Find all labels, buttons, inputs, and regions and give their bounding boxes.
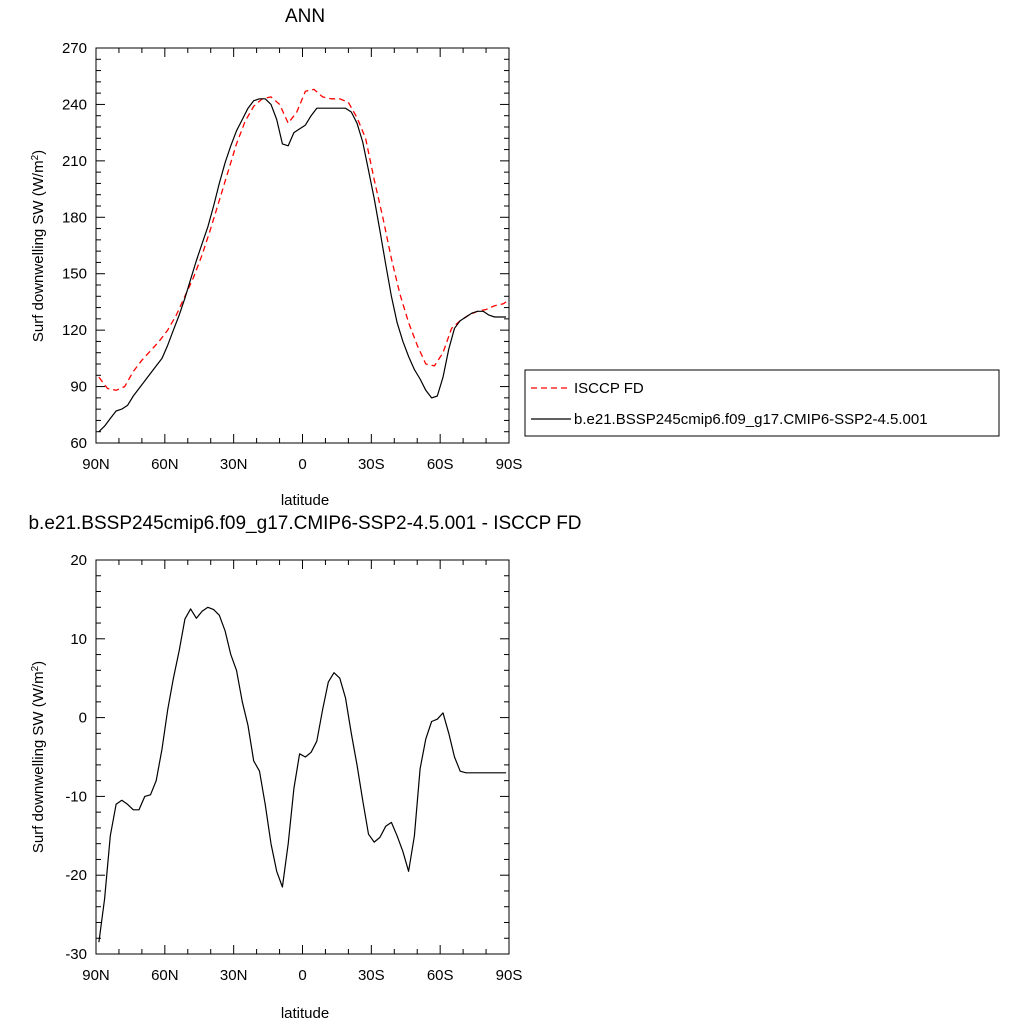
x-tick-label: 30N	[220, 456, 248, 473]
series-line-model	[98, 98, 507, 433]
plot-frame	[95, 47, 510, 444]
y-tick-label: 0	[79, 710, 87, 727]
x-tick-label: 0	[298, 456, 306, 473]
tick-marks	[95, 559, 510, 955]
chart-difference: b.e21.BSSP245cmip6.f09_g17.CMIP6-SSP2-4.…	[28, 513, 581, 1022]
y-axis-unit: (W/m	[30, 160, 47, 196]
x-tick-label: 60S	[427, 967, 454, 984]
x-tick-label: 60N	[151, 967, 179, 984]
series-lines	[98, 606, 507, 943]
y-tick-label: 120	[62, 322, 87, 339]
y-tick-label: 10	[70, 631, 87, 648]
series-line-model	[98, 606, 507, 943]
x-tick-label: 30S	[358, 456, 385, 473]
y-axis-unit: (W/m	[30, 671, 47, 707]
series-line-isccp-fd	[98, 88, 507, 391]
legend: ISCCP FD b.e21.BSSP245cmip6.f09_g17.CMIP…	[524, 369, 1000, 437]
y-axis-title: Surf downwelling SW (W/m2)	[30, 661, 48, 853]
legend-label-model: b.e21.BSSP245cmip6.f09_g17.CMIP6-SSP2-4.…	[574, 411, 928, 428]
x-tick-label: 30S	[358, 967, 385, 984]
y-tick-label: 90	[70, 379, 87, 396]
x-axis-title: latitude	[281, 492, 329, 509]
y-tick-labels: -30 -20 -10 0 10 20	[65, 552, 87, 963]
y-axis-unit-exponent: 2	[30, 154, 41, 160]
y-tick-label: -30	[65, 946, 87, 963]
x-tick-label: 90S	[496, 967, 523, 984]
y-tick-label: 240	[62, 96, 87, 113]
x-tick-labels: 90N 60N 30N 0 30S 60S 90S	[82, 456, 522, 473]
x-tick-labels: 90N 60N 30N 0 30S 60S 90S	[82, 967, 522, 984]
y-axis-unit-close: )	[30, 661, 47, 666]
tick-marks	[95, 47, 510, 444]
y-tick-label: -10	[65, 788, 87, 805]
y-tick-label: 150	[62, 266, 87, 283]
x-tick-label: 90N	[82, 456, 110, 473]
y-axis-title-text: Surf downwelling SW	[30, 200, 47, 343]
legend-box	[524, 369, 1000, 437]
legend-label-isccp: ISCCP FD	[574, 380, 644, 397]
chart-title: ANN	[285, 6, 325, 27]
x-tick-label: 30N	[220, 967, 248, 984]
y-axis-unit-close: )	[30, 150, 47, 155]
x-tick-label: 60S	[427, 456, 454, 473]
x-tick-label: 0	[298, 967, 306, 984]
y-tick-label: 210	[62, 153, 87, 170]
plot-frame	[95, 559, 510, 955]
y-tick-label: 270	[62, 40, 87, 57]
y-tick-label: -20	[65, 867, 87, 884]
series-lines	[98, 88, 507, 433]
y-tick-label: 180	[62, 209, 87, 226]
y-tick-label: 20	[70, 552, 87, 569]
chart-annual-mean: ANN 60 90 120 150 180 210 240 270 90N 60N 30N 0 30S…	[30, 6, 523, 509]
y-tick-labels: 60 90 120 150 180 210 240 270	[62, 40, 87, 452]
y-tick-label: 60	[70, 435, 87, 452]
x-tick-label: 90N	[82, 967, 110, 984]
chart-title: b.e21.BSSP245cmip6.f09_g17.CMIP6-SSP2-4.…	[28, 513, 581, 534]
x-tick-label: 90S	[496, 456, 523, 473]
x-tick-label: 60N	[151, 456, 179, 473]
y-axis-unit-exponent: 2	[30, 665, 41, 671]
x-axis-title: latitude	[281, 1005, 329, 1022]
y-axis-title-text: Surf downwelling SW	[30, 711, 47, 854]
y-axis-title: Surf downwelling SW (W/m2)	[30, 150, 48, 342]
